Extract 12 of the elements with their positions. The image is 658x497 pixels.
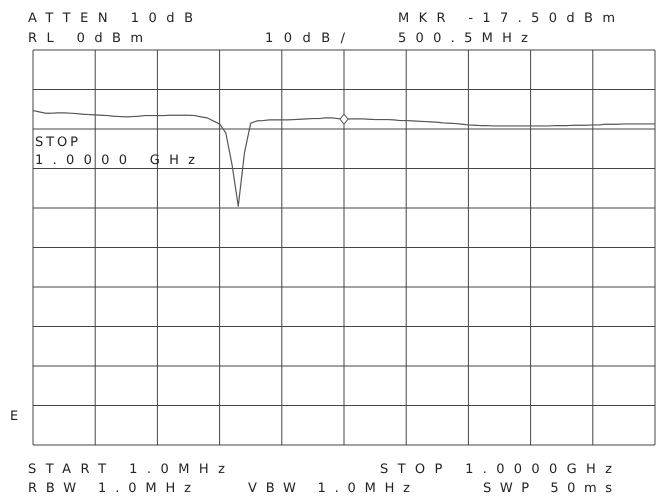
text: SWP 50ms <box>483 481 612 496</box>
text: START 1.0MHz <box>28 462 226 477</box>
text: 500.5MHz <box>398 31 528 46</box>
text: VBW 1.0MHz <box>248 481 410 496</box>
text: STOP 1.0000GHz <box>380 462 612 477</box>
text: MKR -17.50dBm <box>398 11 615 26</box>
text: RL 0dBm <box>28 31 143 46</box>
text: 10dB/ <box>265 31 346 46</box>
text: E <box>10 409 18 424</box>
text: RBW 1.0MHz <box>28 481 192 496</box>
annotation: STOP <box>35 135 78 150</box>
text: ATTEN 10dB <box>28 11 193 26</box>
